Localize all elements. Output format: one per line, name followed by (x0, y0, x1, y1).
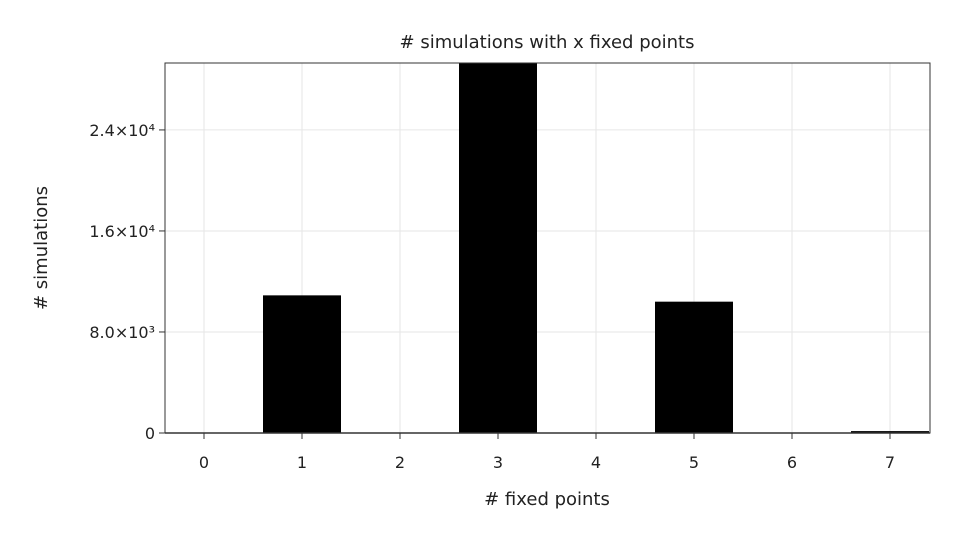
y-tick-label: 1.6×10⁴ (89, 222, 155, 241)
y-tick-label: 0 (145, 424, 155, 443)
bars (263, 63, 929, 433)
axes (164, 62, 931, 434)
x-tick-label: 1 (297, 453, 307, 472)
x-tick-label: 3 (493, 453, 503, 472)
bar-1 (263, 295, 341, 433)
y-tick-label: 2.4×10⁴ (89, 121, 155, 140)
bar-3 (459, 63, 537, 433)
x-axis-label: # fixed points (484, 489, 610, 510)
x-tick-label: 4 (591, 453, 601, 472)
x-axis-ticks: 0 1 2 3 4 5 6 7 (199, 433, 895, 472)
grid (165, 63, 930, 433)
x-tick-label: 0 (199, 453, 209, 472)
chart-title: # simulations with x fixed points (400, 32, 695, 53)
bar-7 (851, 431, 929, 433)
x-tick-label: 5 (689, 453, 699, 472)
y-axis-ticks: 0 8.0×10³ 1.6×10⁴ 2.4×10⁴ (89, 121, 165, 443)
x-tick-label: 6 (787, 453, 797, 472)
y-tick-label: 8.0×10³ (89, 323, 155, 342)
x-tick-label: 7 (885, 453, 895, 472)
y-axis-label: # simulations (31, 186, 52, 310)
x-tick-label: 2 (395, 453, 405, 472)
bar-5 (655, 301, 733, 433)
